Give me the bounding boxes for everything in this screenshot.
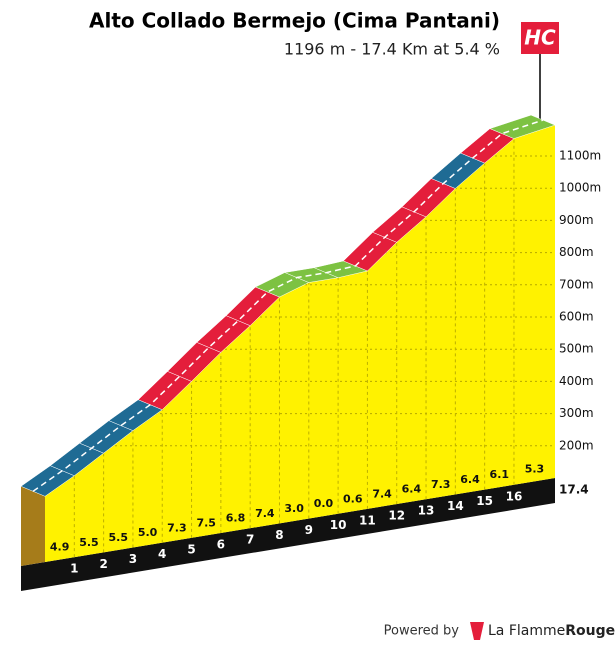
gradient-label: 0.6 [343, 492, 363, 505]
km-label: 17.4 [559, 483, 589, 497]
y-tick-label: 1000m [559, 181, 601, 195]
km-label: 8 [275, 528, 283, 542]
km-label: 1 [70, 562, 78, 576]
powered-by: Powered by [384, 624, 460, 639]
y-tick-label: 500m [559, 342, 594, 356]
y-tick-label: 800m [559, 245, 594, 259]
km-label: 11 [359, 513, 376, 527]
chart-title: Alto Collado Bermejo (Cima Pantani) [89, 9, 500, 33]
gradient-label: 7.4 [255, 507, 275, 520]
km-label: 15 [476, 494, 493, 508]
y-tick-label: 600m [559, 310, 594, 324]
gradient-label: 7.4 [372, 487, 392, 500]
km-label: 3 [129, 552, 137, 566]
km-label: 6 [217, 538, 225, 552]
gradient-label: 6.4 [402, 483, 422, 496]
km-band [21, 478, 555, 591]
brand-bold: Rouge [565, 623, 615, 639]
gradient-label: 3.0 [284, 502, 304, 515]
brand-light: La Flamme [488, 623, 565, 639]
gradient-label: 0.0 [314, 497, 334, 510]
start-side-face [21, 486, 45, 566]
y-tick-label: 400m [559, 374, 594, 388]
km-label: 4 [158, 547, 166, 561]
plot: 200m300m400m500m600m700m800m900m1000m110… [20, 114, 601, 591]
y-tick-label: 1100m [559, 149, 601, 163]
km-label: 9 [305, 523, 313, 537]
gradient-label: 7.3 [167, 521, 187, 534]
gradient-label: 6.4 [460, 473, 480, 486]
y-tick-label: 300m [559, 406, 594, 420]
gradient-label: 7.3 [431, 478, 451, 491]
category-label: HC [524, 26, 556, 50]
gradient-label: 7.5 [196, 516, 216, 529]
km-label: 10 [330, 518, 347, 532]
gradient-label: 5.5 [109, 531, 129, 544]
gradient-label: 5.5 [79, 536, 99, 549]
km-label: 2 [99, 557, 107, 571]
brand-logo [470, 622, 484, 640]
km-label: 7 [246, 533, 254, 547]
km-label: 16 [506, 489, 523, 503]
profile-centerline [32, 119, 544, 492]
profile-face [45, 125, 555, 562]
y-tick-label: 700m [559, 277, 594, 291]
gradient-label: 6.1 [490, 468, 510, 481]
chart-subtitle: 1196 m - 17.4 Km at 5.4 % [284, 40, 500, 59]
gradient-label: 4.9 [50, 541, 70, 554]
km-label: 12 [388, 509, 405, 523]
y-tick-label: 900m [559, 213, 594, 227]
gradient-label: 5.3 [525, 462, 545, 475]
brand-name: La FlammeRouge [488, 623, 615, 639]
km-label: 13 [418, 504, 435, 518]
gradient-label: 6.8 [226, 512, 246, 525]
km-label: 14 [447, 499, 464, 513]
gradient-label: 5.0 [138, 526, 158, 539]
y-tick-label: 200m [559, 438, 594, 452]
km-label: 5 [187, 542, 195, 556]
category-flag [521, 22, 559, 54]
